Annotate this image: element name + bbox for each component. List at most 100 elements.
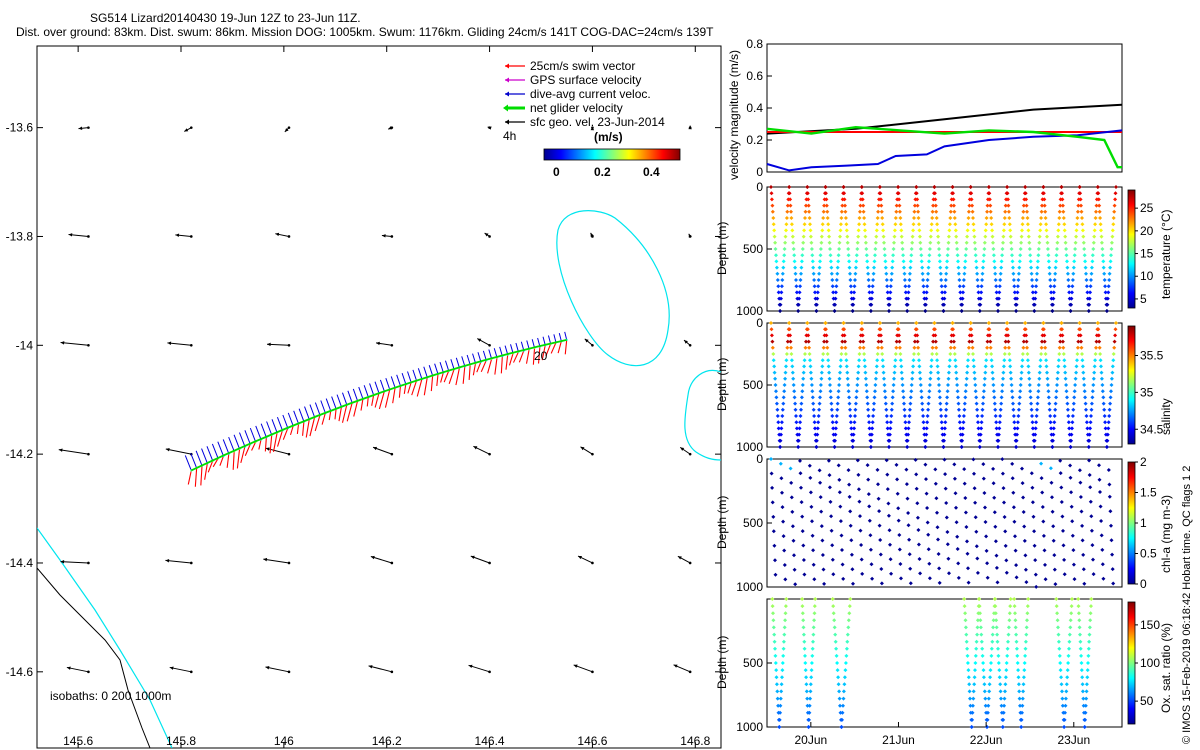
temp-profile-point [836,253,841,258]
temp-profile-point [1039,209,1044,214]
sal-profile-point [778,445,783,449]
temp-profile-point [1008,234,1013,239]
sal-profile-point [996,438,1001,443]
sal-profile-point [839,352,844,356]
temp-profile-point [771,222,776,227]
temp-profile-point [885,284,890,289]
temp-profile-point [994,284,999,289]
sal-profile-point [875,358,880,363]
sal-profile-point [998,407,1003,412]
temp-profile-point [815,296,820,301]
temp-profile-point [975,271,980,276]
chl-profile-point [1023,567,1028,572]
sal-profile-point [915,333,920,338]
temp-profile-point [1114,185,1118,189]
chl-profile-point [917,557,922,561]
sal-profile-point [937,389,942,394]
temp-profile-point [1049,290,1054,295]
temp-profile-point [985,209,990,214]
temp-profile-point [797,290,802,295]
temp-profile-point [1067,290,1072,295]
sal-profile-point [946,376,951,381]
swim-vector [371,394,375,406]
sal-profile-point [830,414,835,418]
sal-profile-point [1060,339,1065,344]
temp-profile-point [881,228,886,233]
sal-profile-point [881,364,886,369]
chl-profile-point [992,510,997,515]
sal-profile-point [849,426,854,431]
chl-profile-point [942,457,947,462]
sal-profile-point [791,376,796,381]
temp-profile-point [1103,290,1108,295]
ox-profile-point [847,611,852,616]
ox-profile-point [1063,696,1068,701]
ox-profile-point [998,682,1003,687]
sal-profile-point [883,401,888,406]
sal-profile-point [948,352,953,356]
sal-profile-point [951,333,956,338]
temp-profile-point [924,296,929,301]
temp-profile-point [802,228,807,233]
sfc-vector-head [573,664,578,668]
temp-profile-point [1066,278,1071,282]
sal-profile-point [1015,426,1020,431]
ox-profile-point [997,668,1002,673]
chl-profile-point [924,491,929,496]
chl-profile-point [1109,523,1113,528]
temp-profile-point [973,247,978,251]
temp-profile-point [1039,216,1044,220]
sal-profile-point [1084,420,1089,425]
temp-profile-point [1044,222,1049,227]
temp-profile-point [1107,278,1112,282]
ox-profile-point [987,682,992,687]
temp-profile-point [969,191,974,196]
temp-profile-point [1105,296,1110,301]
current-velocity-vector [477,352,482,362]
temp-profile-point [1063,240,1068,245]
temp-profile-point [818,247,823,251]
sal-profile-point [816,414,821,418]
sal-profile-point [1110,364,1115,369]
temp-profile-point [808,228,813,233]
ox-profile-point [779,682,784,687]
temp-profile-point [911,228,916,233]
sal-profile-point [857,358,862,363]
sal-profile-point [869,432,874,437]
temp-profile-point [964,247,969,251]
temp-profile-point [819,240,824,245]
temp-profile-point [851,296,856,301]
chl-profile-point [828,499,833,504]
sal-profile-point [899,364,904,369]
swim-vector [550,342,557,354]
chl-profile-point [867,504,872,509]
swim-vector [487,358,493,374]
sal-profile-point [853,407,858,412]
ox-profile-point [978,618,983,623]
temp-profile-point [888,284,893,289]
temp-profile-point [941,309,946,313]
temp-profile-point [872,265,876,270]
ox-profile-point [994,618,999,623]
sal-profile-point [907,414,912,418]
temp-profile-point [1099,228,1103,233]
temp-profile-point [878,197,883,202]
temp-profile-point [1033,290,1038,295]
ox-profile-point [781,639,786,644]
ox-profile-point [811,625,816,630]
sfc-vector [368,665,392,673]
temp-profile-point [962,271,967,276]
ox-profile-point [1063,703,1068,708]
chl-profile-point [926,547,931,552]
temp-profile-point [804,203,808,208]
sal-profile-point [1074,370,1079,375]
temp-profile-point [978,296,983,301]
ox-profile-point [772,639,777,644]
sal-profile-point [880,352,885,356]
ox-profile-point [840,717,844,722]
temp-profile-point [850,309,855,313]
sal-profile-point [959,445,964,449]
ox-profile-point [804,689,809,694]
sal-profile-point [1061,345,1066,350]
sal-profile-point [910,370,915,375]
